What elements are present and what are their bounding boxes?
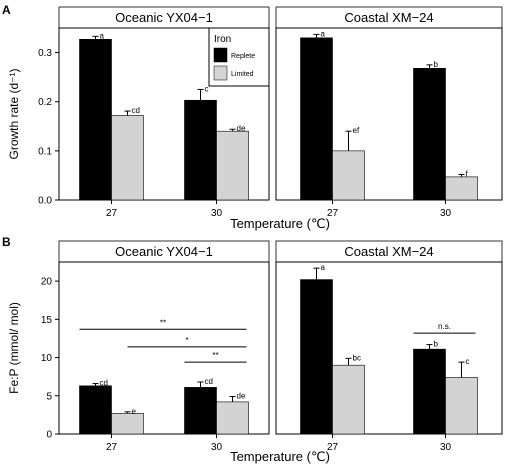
panel-a-letter: A (2, 3, 11, 17)
significance-letter: a (100, 31, 105, 40)
bar-replete (300, 37, 333, 201)
y-tick-label: 5 (46, 391, 52, 402)
y-axis-a: 0.0 0.1 0.2 0.3 (38, 48, 59, 207)
bar-limited (332, 364, 365, 435)
y-axis-b: 0 5 10 15 20 (41, 277, 59, 441)
x-tick-label: 30 (440, 208, 452, 219)
y-tick-label: 0.0 (38, 196, 52, 207)
bar-limited (216, 401, 249, 435)
x-tick-label: 27 (106, 208, 118, 219)
panel-a: Oceanic YX04−1 a cd c de Coastal XM−24 a ef b… (7, 6, 503, 231)
comparison-label: n.s. (438, 322, 451, 331)
significance-letter: de (237, 392, 246, 401)
y-tick-label: 0.1 (38, 146, 52, 157)
bar-limited (111, 413, 144, 435)
legend-label-limited: Limited (231, 71, 254, 78)
significance-letter: ef (353, 126, 360, 135)
comparison-label: ** (160, 318, 166, 327)
bar-replete (79, 39, 112, 201)
x-axis-label-a: Temperature (℃) (230, 216, 330, 231)
legend-swatch-replete (213, 47, 228, 63)
bar-replete (184, 387, 217, 435)
bar-limited (445, 176, 478, 201)
x-axis-a: 27 30 27 30 (106, 200, 452, 219)
bar-replete (413, 348, 446, 435)
x-tick-label: 27 (327, 208, 339, 219)
y-axis-label-a: Growth rate (d⁻¹) (7, 68, 21, 159)
comparison-label: * (185, 336, 188, 345)
significance-letter: cd (100, 379, 108, 388)
y-tick-label: 15 (41, 315, 53, 326)
y-tick-label: 0.3 (38, 48, 52, 59)
x-tick-label: 30 (440, 442, 452, 453)
facet-a1-plot-frame (58, 27, 270, 201)
facet-a2-plot-frame (275, 27, 503, 201)
bar-replete (184, 99, 217, 201)
significance-letter: de (237, 124, 246, 133)
facet-b1-plot-frame (58, 261, 270, 435)
x-tick-label: 27 (327, 442, 339, 453)
facet-b1-title: Oceanic YX04−1 (115, 244, 213, 259)
significance-letter: cd (205, 377, 213, 386)
y-tick-label: 20 (41, 277, 53, 288)
y-tick-label: 0.2 (38, 97, 52, 108)
legend-swatch-limited (213, 65, 228, 81)
legend-label-replete: Replete (231, 53, 255, 60)
significance-letter: a (321, 29, 326, 38)
bar-limited (445, 377, 478, 435)
facet-a1-title: Oceanic YX04−1 (115, 10, 213, 25)
significance-letter: f (466, 169, 469, 178)
bar-replete (300, 279, 333, 435)
facet-b2-title: Coastal XM−24 (344, 244, 433, 259)
facet-a2-title: Coastal XM−24 (344, 10, 433, 25)
x-axis-label-b: Temperature (℃) (230, 449, 330, 464)
comparison-label: ** (212, 351, 218, 360)
y-axis-label-b: Fe:P (mmol/ mol) (7, 302, 21, 394)
bar-replete (413, 67, 446, 201)
y-tick-label: 0 (46, 430, 52, 441)
bar-limited (111, 115, 144, 201)
x-tick-label: 30 (211, 442, 223, 453)
bar-limited (332, 150, 365, 201)
significance-letter: c (466, 357, 470, 366)
significance-letter: c (205, 84, 209, 93)
facet-b2-plot-frame (275, 261, 503, 435)
significance-letter: bc (353, 353, 361, 362)
x-tick-label: 30 (211, 208, 223, 219)
significance-letter: a (321, 263, 326, 272)
legend: Iron Replete Limited (208, 27, 270, 87)
y-tick-label: 10 (41, 353, 53, 364)
bar-replete (79, 385, 112, 435)
significance-letter: b (434, 60, 439, 69)
legend-title: Iron (214, 34, 231, 45)
significance-letter: b (434, 340, 439, 349)
panel-b-letter: B (2, 235, 11, 249)
bar-limited (216, 130, 249, 201)
facet-a2-bars: a ef b f (300, 29, 478, 201)
facet-a1-bars: a cd c de (79, 31, 249, 201)
significance-letter: e (132, 407, 137, 416)
x-axis-b: 27 30 27 30 (106, 434, 452, 453)
x-tick-label: 27 (106, 442, 118, 453)
significance-letter: cd (132, 106, 140, 115)
